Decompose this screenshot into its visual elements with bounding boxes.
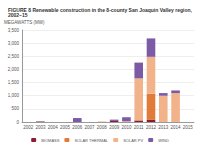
- svg-text:2006: 2006: [72, 125, 83, 130]
- svg-text:2010: 2010: [121, 125, 132, 130]
- svg-text:2011: 2011: [134, 125, 144, 130]
- svg-text:2005: 2005: [60, 125, 71, 130]
- svg-text:2002–15: 2002–15: [8, 12, 28, 18]
- svg-text:3,000: 3,000: [8, 41, 20, 46]
- svg-text:SOLAR PV: SOLAR PV: [123, 138, 143, 143]
- svg-text:2002: 2002: [23, 125, 34, 130]
- svg-text:2003: 2003: [35, 125, 46, 130]
- svg-text:2004: 2004: [48, 125, 59, 130]
- svg-text:500: 500: [11, 106, 19, 111]
- svg-text:0: 0: [16, 120, 19, 125]
- svg-text:2012: 2012: [146, 125, 157, 130]
- svg-text:FIGURE 8 Renewable constructio: FIGURE 8 Renewable construction in the 8…: [8, 7, 193, 13]
- svg-text:3,500: 3,500: [8, 28, 20, 33]
- svg-text:1,000: 1,000: [8, 93, 20, 98]
- svg-text:2007: 2007: [85, 125, 96, 130]
- svg-text:2,500: 2,500: [8, 54, 20, 59]
- svg-text:1,500: 1,500: [8, 80, 20, 85]
- svg-text:2008: 2008: [97, 125, 108, 130]
- svg-text:SOLAR THERMAL: SOLAR THERMAL: [74, 138, 108, 143]
- svg-text:2015: 2015: [183, 125, 194, 130]
- svg-text:2009: 2009: [109, 125, 120, 130]
- svg-text:MEGAWATTS (MW): MEGAWATTS (MW): [4, 20, 45, 25]
- svg-text:WIND: WIND: [158, 138, 169, 143]
- svg-text:2013: 2013: [158, 125, 169, 130]
- svg-text:2,000: 2,000: [8, 67, 20, 72]
- svg-text:BIOMASS: BIOMASS: [41, 138, 60, 143]
- svg-text:2014: 2014: [171, 125, 182, 130]
